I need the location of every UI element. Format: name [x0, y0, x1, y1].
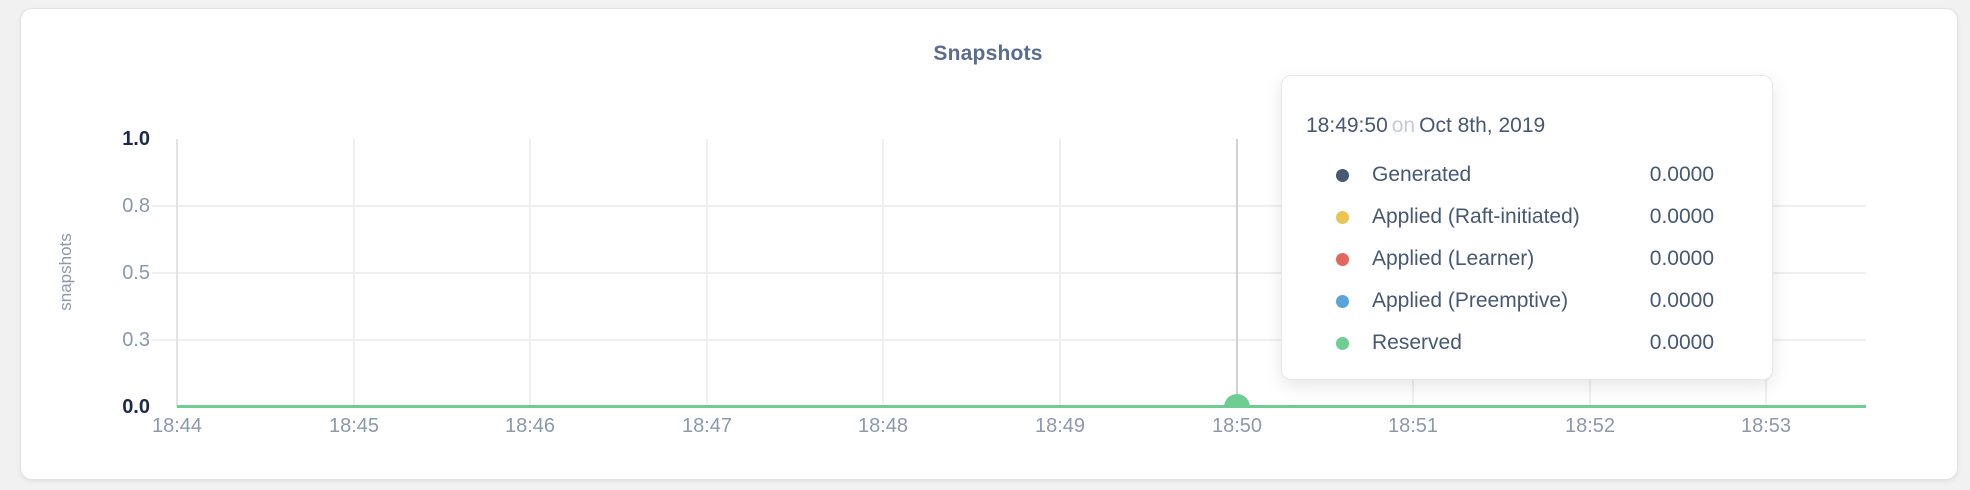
tooltip-series-row: Applied (Raft-initiated) 0.0000: [1336, 196, 1714, 238]
h-gridline: [152, 205, 1866, 207]
y-tick-label: 1.0: [122, 128, 150, 150]
v-gridline: [706, 139, 708, 407]
y-tick-label: 0.8: [122, 195, 150, 217]
v-gridline: [1059, 139, 1061, 407]
series-value: 0.0000: [1649, 289, 1714, 312]
x-tick-label: 18:52: [1564, 415, 1616, 437]
x-tick-label: 18:53: [1740, 415, 1792, 437]
hover-crosshair-line: [1236, 139, 1238, 407]
tooltip-time: 18:49:50: [1306, 114, 1388, 137]
v-gridline: [529, 139, 531, 407]
series-line-reserved: [177, 405, 1866, 408]
y-tick-label: 0.3: [122, 329, 150, 351]
h-gridline: [152, 272, 1866, 274]
series-color-dot: [1336, 210, 1349, 224]
series-name: Reserved: [1372, 331, 1462, 354]
y-tick-label: 0.0: [122, 396, 150, 418]
series-name: Applied (Learner): [1372, 247, 1535, 270]
series-value: 0.0000: [1649, 331, 1714, 354]
series-color-dot: [1336, 252, 1349, 266]
tooltip-header: 18:49:50 on Oct 8th, 2019: [1306, 112, 1714, 140]
tooltip-series-row: Applied (Learner) 0.0000: [1336, 238, 1714, 280]
x-tick-label: 18:47: [681, 415, 733, 437]
series-name: Applied (Preemptive): [1372, 289, 1569, 312]
tooltip-rows: Generated 0.0000 Applied (Raft-initiated) 0…: [1306, 154, 1714, 364]
y-tick-label: 0.5: [122, 262, 150, 284]
x-tick-label: 18:44: [151, 415, 203, 437]
x-tick-label: 18:50: [1211, 415, 1263, 437]
v-gridline: [176, 139, 178, 407]
series-name: Generated: [1372, 163, 1472, 186]
x-tick-label: 18:49: [1034, 415, 1086, 437]
chart-title: Snapshots: [933, 42, 1043, 65]
v-gridline: [353, 139, 355, 407]
x-tick-label: 18:48: [857, 415, 909, 437]
tooltip-series-row: Reserved 0.0000: [1336, 322, 1714, 364]
series-color-dot: [1336, 168, 1349, 182]
series-name: Applied (Raft-initiated): [1372, 205, 1580, 228]
h-gridline: [152, 339, 1866, 341]
series-value: 0.0000: [1649, 205, 1714, 228]
hover-tooltip: 18:49:50 on Oct 8th, 2019 Generated 0.0000 A…: [1281, 75, 1773, 380]
tooltip-conjunction: on: [1391, 114, 1416, 137]
series-color-dot: [1336, 336, 1349, 350]
series-value: 0.0000: [1649, 163, 1714, 186]
v-gridline: [882, 139, 884, 407]
tooltip-series-row: Applied (Preemptive) 0.0000: [1336, 280, 1714, 322]
series-value: 0.0000: [1649, 247, 1714, 270]
hover-point-marker: [1224, 394, 1250, 407]
series-color-dot: [1336, 294, 1349, 308]
x-tick-label: 18:46: [504, 415, 556, 437]
x-tick-label: 18:45: [328, 415, 380, 437]
tooltip-series-row: Generated 0.0000: [1336, 154, 1714, 196]
x-tick-label: 18:51: [1387, 415, 1439, 437]
tooltip-date: Oct 8th, 2019: [1419, 114, 1546, 137]
